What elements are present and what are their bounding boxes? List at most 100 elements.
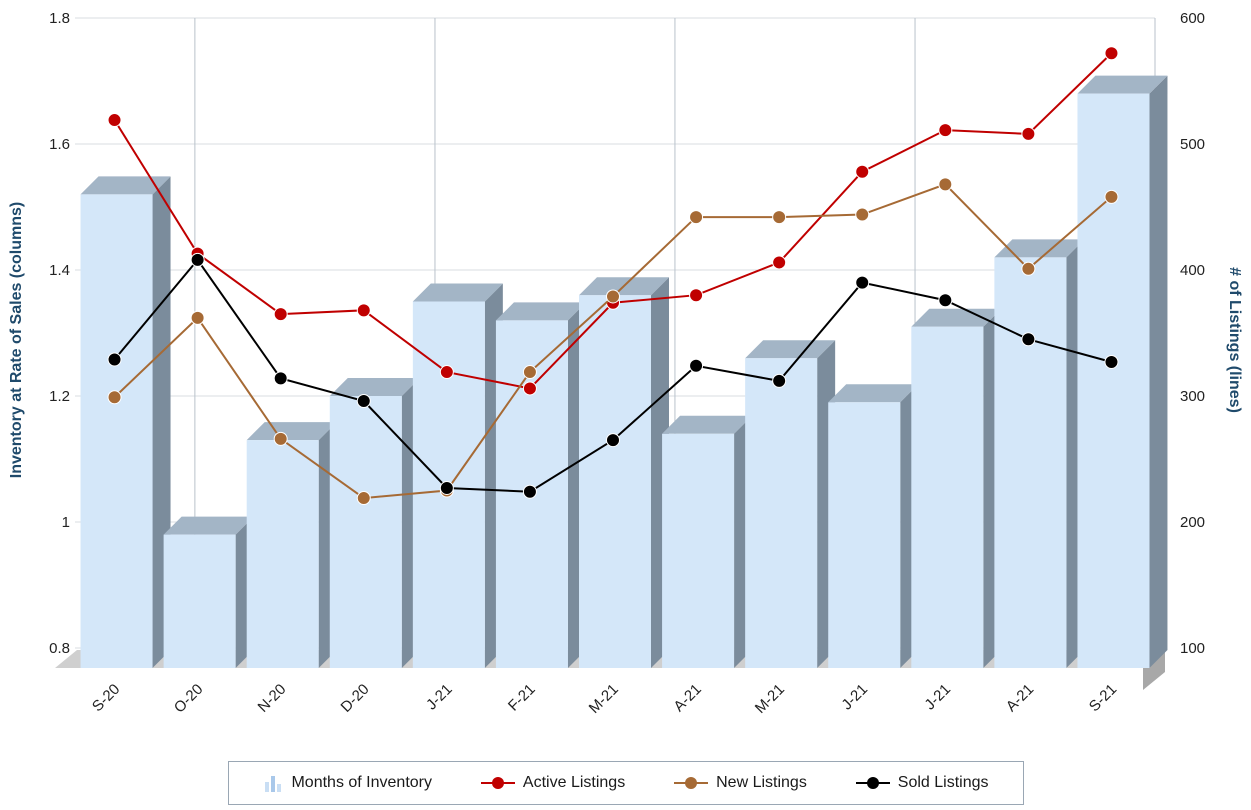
data-point bbox=[356, 491, 371, 506]
x-tick-label: F-21 bbox=[505, 681, 539, 715]
x-tick-label: O-20 bbox=[171, 681, 207, 717]
line-series-sold-listings bbox=[107, 252, 1119, 499]
data-point bbox=[855, 164, 870, 179]
data-point bbox=[1021, 332, 1036, 347]
bar bbox=[828, 384, 919, 668]
bar-top bbox=[745, 340, 836, 359]
bar bbox=[662, 415, 753, 668]
legend-item-new-listings[interactable]: New Listings bbox=[674, 774, 807, 792]
data-point bbox=[855, 207, 870, 222]
data-point bbox=[439, 480, 454, 495]
data-point bbox=[689, 210, 704, 225]
bar-front bbox=[329, 396, 402, 668]
line-marker-icon bbox=[674, 777, 709, 789]
legend-label: New Listings bbox=[716, 774, 807, 791]
y2-tick-label: 500 bbox=[1180, 136, 1205, 153]
data-point bbox=[356, 394, 371, 409]
y2-tick-label: 100 bbox=[1180, 640, 1205, 657]
bar-front bbox=[745, 358, 818, 668]
data-point bbox=[689, 288, 704, 303]
data-point bbox=[522, 381, 537, 396]
bar-front bbox=[1077, 93, 1150, 669]
data-point bbox=[938, 123, 953, 138]
y-tick-label: 1.8 bbox=[49, 10, 70, 27]
y-tick-label: 1 bbox=[62, 514, 70, 531]
bar bbox=[911, 308, 1002, 668]
bar-front bbox=[662, 433, 735, 668]
data-point bbox=[606, 289, 620, 304]
y2-tick-label: 200 bbox=[1180, 514, 1205, 531]
bar bbox=[80, 176, 171, 668]
bar-chart-icon bbox=[265, 776, 282, 792]
line-marker-icon bbox=[855, 777, 890, 789]
data-point bbox=[772, 210, 787, 225]
data-point bbox=[190, 252, 205, 267]
bar-top bbox=[828, 384, 919, 403]
bar-top bbox=[1077, 75, 1168, 94]
bar bbox=[1077, 75, 1168, 669]
bar bbox=[745, 340, 836, 668]
legend-item-active-listings[interactable]: Active Listings bbox=[480, 774, 626, 792]
x-tick-label: S-20 bbox=[89, 681, 123, 715]
bar-front bbox=[246, 440, 319, 668]
x-tick-label: M-21 bbox=[586, 681, 622, 717]
bar-top bbox=[495, 302, 586, 321]
data-point bbox=[606, 433, 620, 448]
data-point bbox=[107, 113, 122, 128]
data-point bbox=[439, 365, 454, 380]
right-axis-ticks: 100 200 300 400 500 600 bbox=[1180, 10, 1205, 657]
y2-axis-title: # of Listings (lines) bbox=[1226, 267, 1243, 413]
bar-front bbox=[163, 534, 236, 668]
data-point bbox=[772, 255, 787, 270]
y2-tick-label: 600 bbox=[1180, 10, 1205, 27]
data-point bbox=[356, 303, 371, 318]
data-point bbox=[772, 373, 787, 388]
y-tick-label: 1.2 bbox=[49, 388, 70, 405]
data-point bbox=[273, 371, 288, 386]
bar-front bbox=[911, 326, 984, 668]
legend-label: Active Listings bbox=[522, 774, 626, 791]
bar-top bbox=[911, 308, 1002, 327]
data-point bbox=[273, 431, 288, 446]
data-point bbox=[689, 358, 704, 373]
bar-front bbox=[994, 257, 1067, 668]
bar-series-months-of-inventory bbox=[80, 75, 1168, 669]
data-point bbox=[855, 275, 870, 290]
line-marker-icon bbox=[480, 777, 515, 789]
data-point bbox=[522, 365, 537, 380]
y-tick-label: 1.6 bbox=[49, 136, 70, 153]
bar-top bbox=[994, 239, 1085, 258]
legend-item-months-of-inventory[interactable]: Months of Inventory bbox=[263, 774, 432, 792]
legend-label: Sold Listings bbox=[897, 774, 989, 791]
x-tick-label: J-21 bbox=[838, 681, 871, 714]
left-axis-ticks: 0.8 1 1.2 1.4 1.6 1.8 bbox=[49, 10, 70, 657]
data-point bbox=[107, 352, 122, 367]
line-series-new-listings bbox=[107, 177, 1119, 506]
bar-top bbox=[662, 415, 753, 434]
x-tick-label: D-20 bbox=[338, 681, 373, 716]
bar bbox=[579, 277, 669, 668]
data-point bbox=[190, 310, 205, 325]
bar-front bbox=[80, 194, 153, 668]
bar bbox=[163, 516, 254, 668]
line-series-group bbox=[107, 46, 1119, 506]
bar-top bbox=[412, 283, 503, 302]
data-point bbox=[522, 484, 537, 499]
data-point bbox=[1021, 261, 1036, 276]
x-tick-label: N-20 bbox=[255, 681, 290, 716]
bar-front bbox=[828, 402, 901, 668]
y2-tick-label: 300 bbox=[1180, 388, 1205, 405]
data-point bbox=[273, 307, 288, 322]
bar-top bbox=[163, 516, 254, 535]
bar-top bbox=[246, 422, 337, 441]
x-tick-label: M-21 bbox=[752, 681, 788, 717]
x-tick-label: A-21 bbox=[670, 681, 704, 715]
data-point bbox=[1104, 189, 1119, 204]
bar-front bbox=[579, 295, 651, 668]
bar bbox=[412, 283, 503, 668]
y-tick-label: 1.4 bbox=[49, 262, 70, 279]
data-point bbox=[938, 177, 953, 192]
data-point bbox=[938, 293, 953, 308]
y-axis-title: Inventory at Rate of Sales (columns) bbox=[8, 202, 25, 479]
legend-item-sold-listings[interactable]: Sold Listings bbox=[855, 774, 989, 792]
